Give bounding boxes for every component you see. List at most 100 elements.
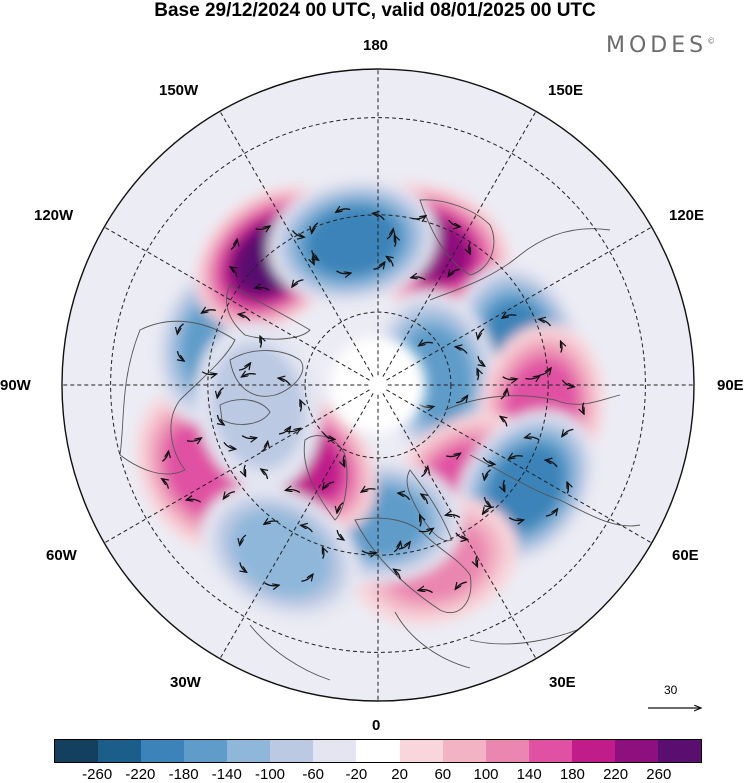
wind-arrow <box>525 376 540 379</box>
colorbar-swatch <box>571 740 615 762</box>
wind-arrow <box>583 402 584 414</box>
wind-arrow <box>421 467 427 478</box>
wind-arrow <box>260 337 261 348</box>
wind-arrow <box>239 314 251 322</box>
colorbar-tick-label: 100 <box>473 766 499 783</box>
wind-arrow <box>373 263 384 270</box>
meridian-line <box>386 389 652 544</box>
anomaly-contour <box>307 207 399 276</box>
wind-arrow <box>223 441 235 449</box>
vector-reference-label: 30 <box>664 683 678 697</box>
map-disc <box>62 69 694 701</box>
wind-arrow <box>217 414 223 424</box>
wind-arrow <box>238 364 250 371</box>
wind-arrow <box>362 489 376 492</box>
wind-arrow <box>484 469 491 479</box>
colorbar-tick-label: -140 <box>211 766 242 783</box>
meridian-line <box>104 226 370 381</box>
colorbar-swatch <box>227 740 271 762</box>
wind-arrow <box>231 267 237 277</box>
colorbar-tick-label: -60 <box>302 766 325 783</box>
colorbar-tick-label: -100 <box>254 766 286 783</box>
colorbar-swatch <box>141 740 185 762</box>
wind-arrow <box>337 209 351 212</box>
meridian-label-60e: 60E <box>672 547 699 564</box>
wind-arrow <box>546 460 558 468</box>
colorbar-swatch <box>399 740 443 762</box>
wind-arrow <box>386 230 393 240</box>
wind-arrow <box>337 529 343 539</box>
wind-arrow <box>419 590 433 594</box>
wind-arrow <box>255 227 270 230</box>
wind-arrow <box>449 268 460 276</box>
latitude-circle <box>207 214 549 556</box>
wind-arrow <box>224 490 235 499</box>
colorbar-swatch <box>442 740 486 762</box>
wind-arrow <box>312 250 318 259</box>
wind-arrow <box>477 370 478 381</box>
wind-arrow <box>336 270 351 274</box>
wind-arrow <box>476 555 477 566</box>
wind-arrow <box>187 499 202 503</box>
wind-arrow <box>484 496 490 506</box>
anomaly-contour <box>211 342 306 470</box>
wind-arrow <box>242 374 256 377</box>
wind-arrow <box>561 342 562 353</box>
wind-arrow <box>455 532 467 540</box>
meridian-line <box>104 389 370 544</box>
wind-arrow <box>240 562 246 571</box>
wind-arrow <box>395 236 396 247</box>
colorbar-swatch <box>356 740 400 762</box>
wind-arrow <box>501 417 507 427</box>
meridian-label-0: 0 <box>372 717 381 734</box>
anomaly-contour <box>487 446 564 531</box>
colorbar-tick-label: 20 <box>391 766 408 783</box>
wind-arrow <box>478 328 485 338</box>
wind-arrow <box>419 342 434 345</box>
colorbar-tick-label: -180 <box>168 766 199 783</box>
wind-arrow <box>177 323 184 333</box>
brand-text: MODES <box>606 33 708 58</box>
wind-arrow <box>420 516 421 527</box>
colorbar-swatch <box>98 740 142 762</box>
wind-arrow <box>278 427 290 435</box>
colorbar-tick-label: 180 <box>559 766 585 783</box>
wind-arrow <box>561 379 573 387</box>
wind-arrow <box>256 287 270 291</box>
wind-arrow <box>230 240 237 250</box>
wind-arrow <box>286 490 301 494</box>
colorbar-swatch <box>614 740 658 762</box>
meridian-line <box>382 393 537 659</box>
wind-arrow <box>240 534 247 544</box>
colorbar-swatch <box>657 740 701 762</box>
wind-arrow <box>482 457 494 465</box>
wind-arrow <box>161 452 168 462</box>
wind-arrow <box>398 542 410 550</box>
wind-arrow <box>412 277 426 281</box>
colorbar-tick-label: -260 <box>82 766 113 783</box>
wind-arrow <box>478 356 484 365</box>
wind-arrow <box>361 550 376 554</box>
wind-arrow <box>526 437 540 441</box>
map-title: Base 29/12/2024 00 UTC, valid 08/01/2025… <box>154 0 596 21</box>
meridian-line <box>386 226 652 381</box>
meridian-label-180: 180 <box>363 37 389 54</box>
latitude-circle <box>110 117 646 653</box>
wind-arrow <box>323 548 324 559</box>
wind-arrow <box>186 438 201 441</box>
wind-arrow <box>244 464 245 476</box>
meridian-line <box>219 393 374 659</box>
wind-arrow <box>421 494 427 505</box>
wind-arrow <box>418 529 433 532</box>
wind-arrow <box>393 542 400 553</box>
meridian-label-30e: 30E <box>549 674 576 691</box>
modes-logo: MODES© <box>606 33 715 58</box>
wind-arrow <box>456 396 467 404</box>
wind-arrow <box>301 526 313 533</box>
meridian-label-150e: 150E <box>548 82 584 99</box>
wind-arrow <box>448 219 460 227</box>
wind-arrow <box>177 351 183 360</box>
wind-arrow <box>508 517 523 521</box>
wind-arrow <box>567 483 568 494</box>
